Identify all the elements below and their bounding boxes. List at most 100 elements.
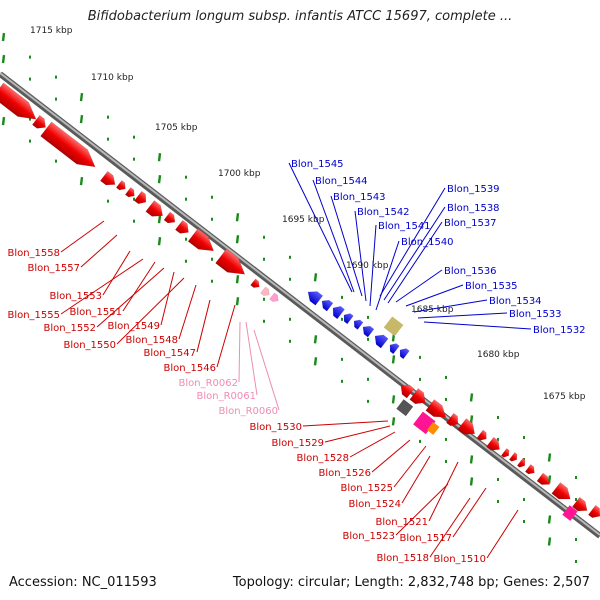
gene-label[interactable]: Blon_1510 bbox=[433, 554, 486, 565]
gene-label[interactable]: Blon_1541 bbox=[378, 221, 431, 232]
genome-backbone bbox=[0, 71, 600, 539]
gene-label[interactable]: Blon_1523 bbox=[342, 531, 395, 542]
gene-labels: Blon_1545 Blon_1544 Blon_1543 Blon_1542 Blon… bbox=[7, 159, 585, 565]
scale-tick bbox=[157, 237, 162, 246]
gene-box bbox=[562, 505, 578, 521]
gene-label[interactable]: Blon_1543 bbox=[333, 192, 386, 203]
gene-label[interactable]: Blon_1537 bbox=[444, 218, 497, 229]
gene-label[interactable]: Blon_1549 bbox=[107, 321, 160, 332]
leader-line bbox=[96, 267, 165, 328]
scale-tick bbox=[79, 92, 84, 102]
gene-label[interactable]: Blon_1550 bbox=[63, 340, 116, 351]
gene-label[interactable]: Blon_R0060 bbox=[219, 406, 279, 417]
gene-label[interactable]: Blon_1540 bbox=[401, 237, 454, 248]
leader-line bbox=[452, 487, 487, 538]
leader-line bbox=[312, 179, 355, 293]
gene-arrow bbox=[425, 399, 447, 418]
gene-box bbox=[426, 422, 440, 435]
gene-arrow bbox=[250, 278, 260, 288]
leader-line bbox=[102, 250, 131, 296]
scale-label: 1685 kbp bbox=[411, 305, 454, 315]
leader-line bbox=[245, 321, 258, 396]
gene-arrow bbox=[409, 388, 426, 405]
gene-label[interactable]: Blon_1552 bbox=[43, 323, 96, 334]
leader-line bbox=[302, 420, 389, 427]
scale-tick bbox=[79, 176, 84, 186]
scale-tick bbox=[313, 273, 318, 282]
gene-label[interactable]: Blon_R0061 bbox=[197, 391, 257, 402]
scale-tick bbox=[313, 335, 318, 344]
scale-tick bbox=[391, 417, 396, 426]
leader-line bbox=[417, 312, 508, 319]
gene-arrow bbox=[536, 472, 550, 485]
gene-label[interactable]: Blon_1538 bbox=[447, 203, 500, 214]
scale-tick bbox=[79, 114, 84, 124]
scale-label: 1710 kbp bbox=[91, 73, 134, 83]
gene-label[interactable]: Blon_1539 bbox=[447, 184, 500, 195]
gene-label[interactable]: Blon_1536 bbox=[444, 266, 497, 277]
label-leader-lines bbox=[60, 162, 532, 559]
gene-label[interactable]: Blon_1558 bbox=[7, 248, 60, 259]
scale-label: 1680 kbp bbox=[477, 350, 520, 360]
scale-tick bbox=[235, 275, 240, 284]
gene-arrow bbox=[500, 448, 510, 458]
gene-arrow bbox=[124, 187, 135, 198]
gene-label[interactable]: Blon_1528 bbox=[296, 453, 349, 464]
gene-label[interactable]: Blon_1548 bbox=[125, 335, 178, 346]
gene-arrow bbox=[174, 219, 189, 234]
gene-arrow bbox=[457, 418, 475, 435]
gene-arrow bbox=[445, 412, 459, 427]
gene-arrow bbox=[145, 200, 163, 217]
scale-tick bbox=[547, 537, 552, 546]
gene-label[interactable]: Blon_1555 bbox=[7, 310, 60, 321]
gene-label[interactable]: Blon_1545 bbox=[291, 159, 344, 170]
gene-arrow bbox=[516, 458, 526, 468]
gene-label[interactable]: Blon_1521 bbox=[375, 517, 428, 528]
gene-label[interactable]: Blon_1553 bbox=[49, 291, 102, 302]
accession-text: Accession: NC_011593 bbox=[9, 575, 157, 590]
gene-label[interactable]: Blon_1546 bbox=[163, 363, 216, 374]
scale-tick bbox=[157, 153, 162, 162]
gene-label[interactable]: Blon_1535 bbox=[465, 281, 518, 292]
gene-label[interactable]: Blon_1542 bbox=[357, 207, 410, 218]
scale-tick bbox=[235, 297, 240, 306]
topology-summary: Topology: circular; Length: 2,832,748 bp… bbox=[232, 575, 590, 590]
gene-label[interactable]: Blon_1524 bbox=[348, 499, 401, 510]
scale-tick bbox=[547, 453, 552, 462]
scale-tick bbox=[469, 477, 474, 486]
map-title: Bifidobacterium longum subsp. infantis A… bbox=[87, 9, 513, 24]
gene-label[interactable]: Blon_1526 bbox=[318, 468, 371, 479]
gene-label[interactable]: Blon_1530 bbox=[249, 422, 302, 433]
scale-label: 1715 kbp bbox=[30, 26, 73, 36]
gene-label[interactable]: Blon_1518 bbox=[376, 553, 429, 564]
gene-arrow bbox=[40, 121, 96, 168]
scale-label: 1700 kbp bbox=[218, 169, 261, 179]
gene-arrow bbox=[321, 299, 334, 312]
gene-label[interactable]: Blon_1529 bbox=[271, 438, 324, 449]
gene-arrow bbox=[400, 384, 415, 399]
gene-label[interactable]: Blon_1544 bbox=[315, 176, 368, 187]
scale-tick bbox=[1, 32, 6, 42]
gene-label[interactable]: Blon_1534 bbox=[489, 296, 542, 307]
gene-label[interactable]: Blon_R0062 bbox=[179, 378, 239, 389]
leader-line bbox=[253, 329, 280, 411]
gene-arrow bbox=[163, 211, 176, 224]
gene-arrow bbox=[551, 482, 571, 500]
leader-line bbox=[216, 304, 236, 368]
leader-line bbox=[122, 261, 156, 312]
leader-line bbox=[383, 206, 446, 301]
leader-line bbox=[401, 455, 431, 504]
gene-label[interactable]: Blon_1551 bbox=[69, 307, 122, 318]
gene-label[interactable]: Blon_1525 bbox=[340, 483, 393, 494]
gene-arrow bbox=[343, 313, 354, 325]
gene-label[interactable]: Blon_1517 bbox=[399, 533, 452, 544]
scale-label: 1690 kbp bbox=[346, 261, 389, 271]
scale-label: 1675 kbp bbox=[543, 392, 586, 402]
gene-label[interactable]: Blon_1533 bbox=[509, 309, 562, 320]
gene-label[interactable]: Blon_1532 bbox=[533, 325, 586, 336]
gene-label[interactable]: Blon_1547 bbox=[143, 348, 196, 359]
gene-label[interactable]: Blon_1557 bbox=[27, 263, 80, 274]
scale-tick bbox=[235, 235, 240, 244]
scale-tick bbox=[469, 393, 474, 402]
